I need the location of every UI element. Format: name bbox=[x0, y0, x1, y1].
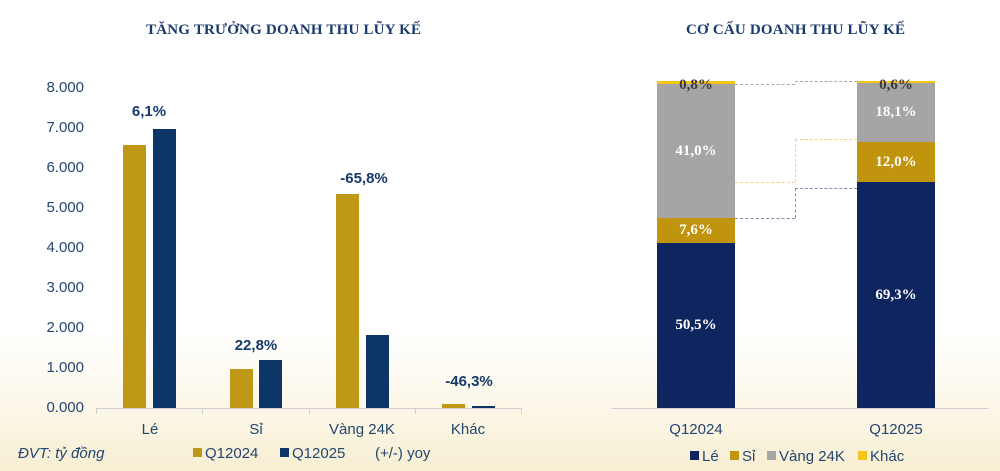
bar-si-q12024 bbox=[230, 369, 253, 408]
y-tick-label: 7.000 bbox=[46, 119, 84, 136]
legend-swatch-gray-icon bbox=[767, 451, 776, 460]
growth-label-vang: -65,8% bbox=[340, 170, 388, 187]
segment-vang-24k: 41,0% bbox=[657, 84, 735, 218]
y-tick-label: 0.000 bbox=[46, 399, 84, 416]
growth-label-khac: -46,3% bbox=[445, 373, 493, 390]
x-label-q12024: Q12024 bbox=[669, 421, 723, 438]
bar-vang-q12025 bbox=[366, 335, 389, 408]
segment-vang-24k: 18,1% bbox=[857, 83, 935, 142]
legend-swatch-navy-icon bbox=[690, 451, 699, 460]
legend-item-vang-24k: Vàng 24K bbox=[767, 448, 845, 465]
x-label-le: Lé bbox=[141, 421, 159, 438]
bar-khac-q12025 bbox=[472, 406, 495, 408]
connector-line-si bbox=[735, 218, 795, 219]
y-tick-label: 8.000 bbox=[46, 79, 84, 96]
legend-swatch-yellow-icon bbox=[858, 451, 867, 460]
x-axis-tick bbox=[415, 408, 416, 414]
x-axis-tick bbox=[202, 408, 203, 414]
segment-khac-label: 0,6% bbox=[879, 76, 913, 93]
connector-line-si bbox=[795, 188, 857, 189]
bar-vang-q12024 bbox=[336, 194, 359, 408]
bar-le-q12024 bbox=[123, 145, 146, 408]
growth-label-le: 6,1% bbox=[131, 103, 167, 120]
y-tick-label: 4.000 bbox=[46, 239, 84, 256]
y-tick-label: 3.000 bbox=[46, 279, 84, 296]
connector-line-vang bbox=[795, 139, 857, 140]
x-axis-tick bbox=[96, 408, 97, 414]
stack-bar-q12024: 41,0% 7,6% 50,5% 0,8% bbox=[657, 76, 735, 408]
connector-line-si bbox=[795, 188, 796, 218]
x-axis-tick bbox=[521, 408, 522, 414]
legend-item-yoy: (+/-) yoy bbox=[375, 445, 431, 462]
x-label-q12025: Q12025 bbox=[869, 421, 923, 438]
legend-item-le: Lé bbox=[690, 448, 719, 465]
segment-khac bbox=[657, 81, 735, 84]
legend-item-q12025: Q12025 bbox=[280, 445, 345, 462]
unit-note: ĐVT: tỷ đồng bbox=[18, 445, 105, 462]
connector-line-khac bbox=[735, 84, 795, 85]
bar-khac-q12024 bbox=[442, 404, 465, 408]
legend-swatch-gold-icon bbox=[730, 451, 739, 460]
left-chart-title: TĂNG TRƯỞNG DOANH THU LŨY KẾ bbox=[146, 22, 422, 38]
legend-item-si: Sỉ bbox=[730, 448, 755, 465]
legend-item-khac: Khác bbox=[858, 448, 904, 465]
segment-le: 50,5% bbox=[657, 243, 735, 408]
segment-si: 12,0% bbox=[857, 142, 935, 182]
segment-khac bbox=[857, 81, 935, 83]
connector-line-vang bbox=[795, 139, 796, 182]
legend-swatch-gold-icon bbox=[193, 448, 202, 457]
segment-khac-label: 0,8% bbox=[679, 76, 713, 93]
bar-si-q12025 bbox=[259, 360, 282, 408]
connector-line-vang bbox=[735, 182, 795, 183]
legend-item-q12024: Q12024 bbox=[193, 445, 258, 462]
right-chart-title: CƠ CẤU DOANH THU LŨY KẾ bbox=[686, 22, 906, 38]
stack-bar-q12025: 18,1% 12,0% 69,3% 0,6% bbox=[857, 76, 935, 408]
connector-line-khac bbox=[795, 81, 857, 82]
y-tick-label: 2.000 bbox=[46, 319, 84, 336]
legend-swatch-navy-icon bbox=[280, 448, 289, 457]
bar-le-q12025 bbox=[153, 129, 176, 408]
y-tick-label: 1.000 bbox=[46, 359, 84, 376]
growth-label-si: 22,8% bbox=[234, 337, 278, 354]
x-label-vang: Vàng 24K bbox=[329, 421, 395, 438]
segment-le: 69,3% bbox=[857, 182, 935, 408]
x-axis-line bbox=[612, 408, 988, 409]
y-tick-label: 5.000 bbox=[46, 199, 84, 216]
x-label-khac: Khác bbox=[450, 421, 486, 438]
x-label-si: Sỉ bbox=[249, 421, 263, 438]
y-tick-label: 6.000 bbox=[46, 159, 84, 176]
segment-si: 7,6% bbox=[657, 218, 735, 243]
x-axis-tick bbox=[309, 408, 310, 414]
